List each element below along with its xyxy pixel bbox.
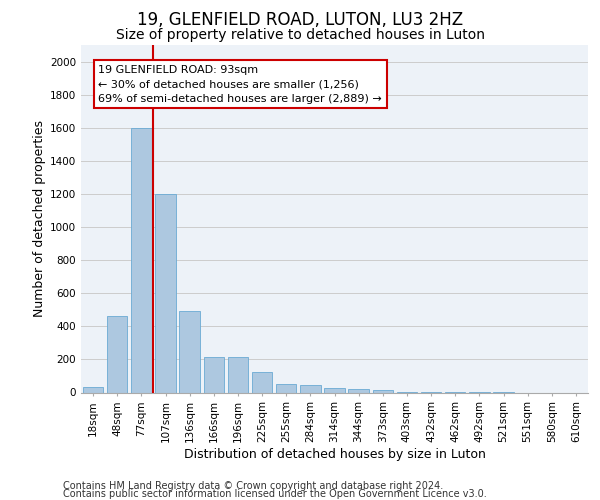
Bar: [83, 386, 103, 392]
Text: Contains HM Land Registry data © Crown copyright and database right 2024.: Contains HM Land Registry data © Crown c…: [63, 481, 443, 491]
Bar: [276, 384, 296, 392]
Bar: [131, 128, 152, 392]
X-axis label: Distribution of detached houses by size in Luton: Distribution of detached houses by size …: [184, 448, 485, 461]
Bar: [373, 390, 393, 392]
Text: Contains public sector information licensed under the Open Government Licence v3: Contains public sector information licen…: [63, 489, 487, 499]
Bar: [252, 372, 272, 392]
Text: 19, GLENFIELD ROAD, LUTON, LU3 2HZ: 19, GLENFIELD ROAD, LUTON, LU3 2HZ: [137, 11, 463, 29]
Text: Size of property relative to detached houses in Luton: Size of property relative to detached ho…: [115, 28, 485, 42]
Bar: [155, 194, 176, 392]
Bar: [227, 357, 248, 392]
Text: 19 GLENFIELD ROAD: 93sqm
← 30% of detached houses are smaller (1,256)
69% of sem: 19 GLENFIELD ROAD: 93sqm ← 30% of detach…: [98, 65, 382, 104]
Bar: [349, 389, 369, 392]
Bar: [179, 312, 200, 392]
Bar: [203, 357, 224, 392]
Bar: [300, 385, 320, 392]
Bar: [107, 316, 127, 392]
Y-axis label: Number of detached properties: Number of detached properties: [33, 120, 46, 318]
Bar: [324, 388, 345, 392]
